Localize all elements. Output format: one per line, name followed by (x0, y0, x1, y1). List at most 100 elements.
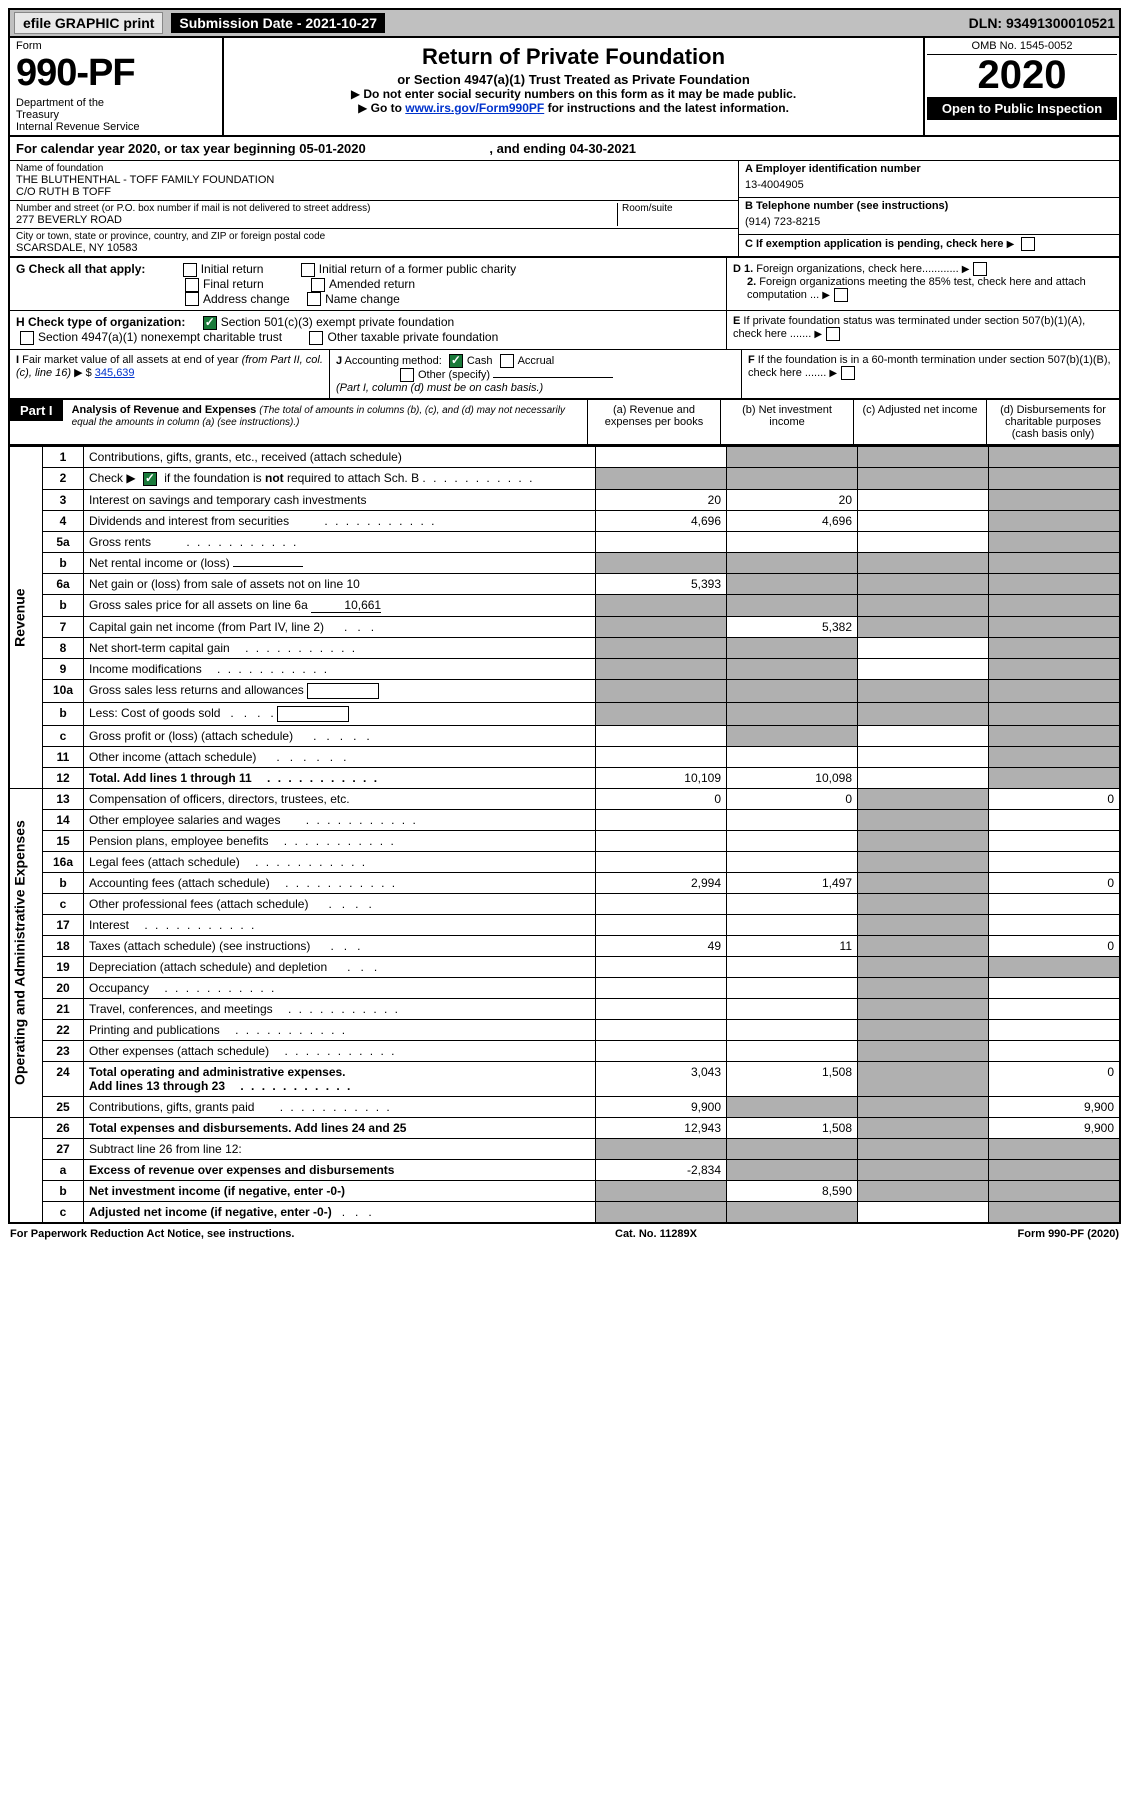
checkbox-address[interactable] (185, 292, 199, 306)
checkbox-sch-b[interactable] (143, 472, 157, 486)
tax-year: 2020 (927, 55, 1117, 95)
line-16a: Legal fees (attach schedule) (84, 851, 596, 872)
line-6b: Gross sales price for all assets on line… (84, 594, 596, 616)
section-j: J Accounting method: Cash Accrual Other … (330, 350, 742, 398)
line-10b: Less: Cost of goods sold . . . . (84, 702, 596, 725)
form-title: Return of Private Foundation (232, 44, 915, 70)
section-i: I Fair market value of all assets at end… (10, 350, 330, 398)
line-17: Interest (84, 914, 596, 935)
checkbox-501c3[interactable] (203, 316, 217, 330)
section-g: G Check all that apply: Initial return I… (8, 258, 1121, 311)
line-16c: Other professional fees (attach schedule… (84, 893, 596, 914)
irs-link[interactable]: www.irs.gov/Form990PF (405, 101, 544, 115)
form-header: Form 990-PF Department of theTreasuryInt… (8, 38, 1121, 137)
checkbox-initial-former[interactable] (301, 263, 315, 277)
line-27: Subtract line 26 from line 12: (84, 1138, 596, 1159)
open-inspection: Open to Public Inspection (927, 97, 1117, 120)
line-10c: Gross profit or (loss) (attach schedule)… (84, 725, 596, 746)
line-4: Dividends and interest from securities (84, 510, 596, 531)
city-cell: City or town, state or province, country… (10, 229, 738, 256)
form-ref: Form 990-PF (2020) (1018, 1228, 1120, 1240)
line-12: Total. Add lines 1 through 11 (84, 767, 596, 788)
catalog-number: Cat. No. 11289X (615, 1228, 697, 1240)
line-1: Contributions, gifts, grants, etc., rece… (84, 447, 596, 468)
checkbox-final[interactable] (185, 278, 199, 292)
line-6a: Net gain or (loss) from sale of assets n… (84, 573, 596, 594)
filer-info: Name of foundation THE BLUTHENTHAL - TOF… (8, 161, 1121, 258)
part1-label: Part I (10, 400, 63, 421)
checkbox-e[interactable] (826, 327, 840, 341)
checkbox-cash[interactable] (449, 354, 463, 368)
ein-cell: A Employer identification number 13-4004… (739, 161, 1119, 198)
section-d2: 2. Foreign organizations meeting the 85%… (733, 276, 1113, 302)
line-21: Travel, conferences, and meetings (84, 998, 596, 1019)
checkbox-other-method[interactable] (400, 368, 414, 382)
section-e: E If private foundation status was termi… (726, 311, 1119, 349)
line-15: Pension plans, employee benefits (84, 830, 596, 851)
form-subtitle: or Section 4947(a)(1) Trust Treated as P… (232, 72, 915, 87)
instruction-2: Go to www.irs.gov/Form990PF for instruct… (232, 101, 915, 115)
col-d-header: (d) Disbursements for charitable purpose… (987, 400, 1119, 444)
line-2: Check ▶ if the foundation is not require… (84, 468, 596, 490)
line-27a: Excess of revenue over expenses and disb… (84, 1159, 596, 1180)
line-3: Interest on savings and temporary cash i… (84, 489, 596, 510)
checkbox-4947[interactable] (20, 331, 34, 345)
expenses-label: Operating and Administrative Expenses (9, 788, 43, 1117)
line-5b: Net rental income or (loss) (84, 552, 596, 573)
submission-date: Submission Date - 2021-10-27 (171, 13, 385, 33)
section-c: C If exemption application is pending, c… (739, 235, 1119, 253)
form-number: 990-PF (16, 52, 216, 95)
line-25: Contributions, gifts, grants paid (84, 1096, 596, 1117)
checkbox-initial[interactable] (183, 263, 197, 277)
g-label: G Check all that apply: (16, 262, 145, 276)
line-8: Net short-term capital gain (84, 637, 596, 658)
checkbox-name[interactable] (307, 292, 321, 306)
line-13: Compensation of officers, directors, tru… (84, 788, 596, 809)
section-ijf: I Fair market value of all assets at end… (8, 350, 1121, 400)
checkbox-d2[interactable] (834, 288, 848, 302)
checkbox-f[interactable] (841, 366, 855, 380)
col-a-header: (a) Revenue and expenses per books (588, 400, 721, 444)
line-9: Income modifications (84, 658, 596, 679)
checkbox-amended[interactable] (311, 278, 325, 292)
fmv-amount[interactable]: 345,639 (95, 367, 135, 379)
form-label: Form (16, 40, 216, 52)
col-b-header: (b) Net investment income (721, 400, 854, 444)
line-5a: Gross rents (84, 531, 596, 552)
pra-notice: For Paperwork Reduction Act Notice, see … (10, 1228, 294, 1240)
line-19: Depreciation (attach schedule) and deple… (84, 956, 596, 977)
line-24: Total operating and administrative expen… (84, 1061, 596, 1096)
dln: DLN: 93491300010521 (969, 15, 1115, 31)
section-f: F If the foundation is in a 60-month ter… (742, 350, 1119, 398)
line-27b: Net investment income (if negative, ente… (84, 1180, 596, 1201)
line-7: Capital gain net income (from Part IV, l… (84, 616, 596, 637)
efile-print-button[interactable]: efile GRAPHIC print (14, 12, 163, 34)
checkbox-other-taxable[interactable] (309, 331, 323, 345)
part1-table: Revenue 1Contributions, gifts, grants, e… (8, 446, 1121, 1224)
line-14: Other employee salaries and wages (84, 809, 596, 830)
line-27c: Adjusted net income (if negative, enter … (84, 1201, 596, 1223)
part1-header: Part I Analysis of Revenue and Expenses … (8, 400, 1121, 446)
instruction-1: Do not enter social security numbers on … (232, 87, 915, 101)
line-26: Total expenses and disbursements. Add li… (84, 1117, 596, 1138)
checkbox-c[interactable] (1021, 237, 1035, 251)
line-20: Occupancy (84, 977, 596, 998)
checkbox-accrual[interactable] (500, 354, 514, 368)
line-22: Printing and publications (84, 1019, 596, 1040)
section-h: H Check type of organization: Section 50… (8, 311, 1121, 350)
line-11: Other income (attach schedule). . . . . … (84, 746, 596, 767)
phone-cell: B Telephone number (see instructions) (9… (739, 198, 1119, 235)
line-23: Other expenses (attach schedule) (84, 1040, 596, 1061)
page-footer: For Paperwork Reduction Act Notice, see … (8, 1224, 1121, 1244)
section-d1: D 1. D 1. Foreign organizations, check h… (733, 262, 1113, 276)
department: Department of theTreasuryInternal Revenu… (16, 97, 216, 133)
line-18: Taxes (attach schedule) (see instruction… (84, 935, 596, 956)
line-10a: Gross sales less returns and allowances (84, 679, 596, 702)
top-bar: efile GRAPHIC print Submission Date - 20… (8, 8, 1121, 38)
address-cell: Number and street (or P.O. box number if… (10, 201, 738, 229)
col-c-header: (c) Adjusted net income (854, 400, 987, 444)
foundation-name-cell: Name of foundation THE BLUTHENTHAL - TOF… (10, 161, 738, 201)
checkbox-d1[interactable] (973, 262, 987, 276)
revenue-label: Revenue (9, 447, 43, 789)
line-16b: Accounting fees (attach schedule) (84, 872, 596, 893)
